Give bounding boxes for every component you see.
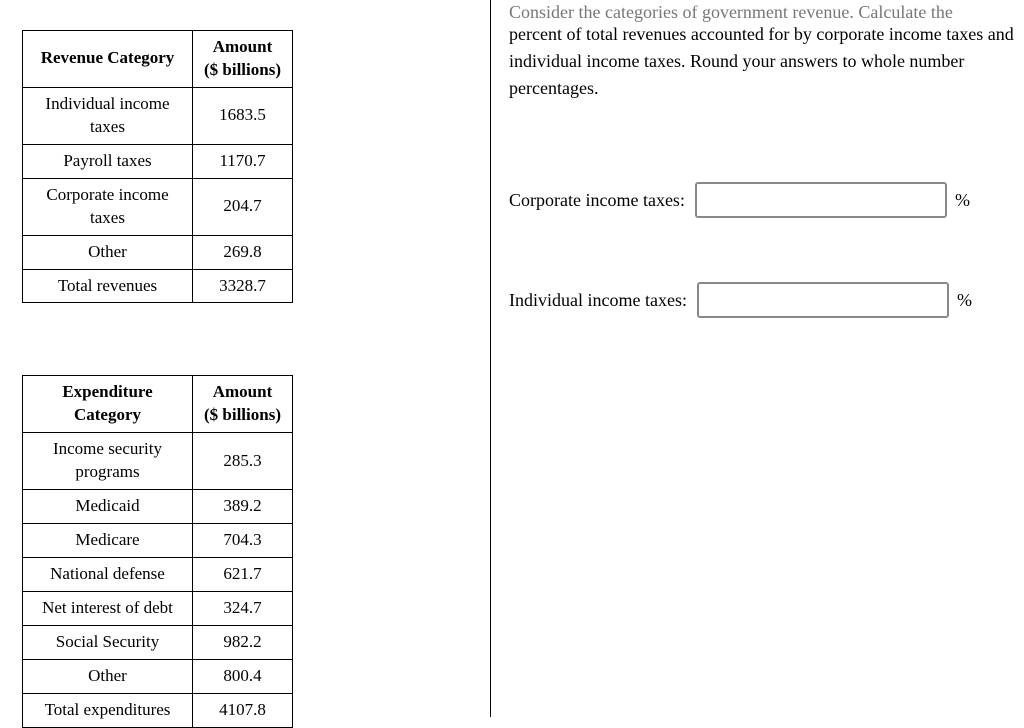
table-row: Income security programs 285.3: [23, 433, 293, 490]
expenditure-amount: 4107.8: [193, 693, 293, 727]
expenditure-header-amount: Amount ($ billions): [193, 376, 293, 433]
expenditure-category: Net interest of debt: [23, 592, 193, 626]
expenditure-category: Medicaid: [23, 490, 193, 524]
expenditure-amount: 324.7: [193, 592, 293, 626]
expenditure-amount: 982.2: [193, 625, 293, 659]
table-row: Total revenues 3328.7: [23, 269, 293, 303]
table-row: Individual income taxes 1683.5: [23, 87, 293, 144]
expenditure-category: Medicare: [23, 524, 193, 558]
revenue-category: Corporate income taxes: [23, 178, 193, 235]
expenditure-category: Total expenditures: [23, 693, 193, 727]
table-row: Net interest of debt 324.7: [23, 592, 293, 626]
expenditure-amount: 285.3: [193, 433, 293, 490]
revenue-amount: 269.8: [193, 235, 293, 269]
revenue-category: Total revenues: [23, 269, 193, 303]
percent-symbol: %: [957, 290, 972, 311]
expenditure-amount: 704.3: [193, 524, 293, 558]
revenue-category: Other: [23, 235, 193, 269]
table-row: Total expenditures 4107.8: [23, 693, 293, 727]
table-row: Social Security 982.2: [23, 625, 293, 659]
expenditure-header-category: Expenditure Category: [23, 376, 193, 433]
expenditure-category: Income security programs: [23, 433, 193, 490]
corporate-taxes-input[interactable]: [695, 182, 947, 218]
table-row: Other 269.8: [23, 235, 293, 269]
revenue-category: Payroll taxes: [23, 144, 193, 178]
revenue-category: Individual income taxes: [23, 87, 193, 144]
table-row: Medicare 704.3: [23, 524, 293, 558]
table-row: National defense 621.7: [23, 558, 293, 592]
expenditure-category: National defense: [23, 558, 193, 592]
table-row: Corporate income taxes 204.7: [23, 178, 293, 235]
expenditure-amount: 389.2: [193, 490, 293, 524]
percent-symbol: %: [955, 190, 970, 211]
table-row: Other 800.4: [23, 659, 293, 693]
expenditure-category: Social Security: [23, 625, 193, 659]
revenue-amount: 3328.7: [193, 269, 293, 303]
revenue-amount: 1683.5: [193, 87, 293, 144]
revenue-header-amount: Amount ($ billions): [193, 31, 293, 88]
corporate-taxes-label: Corporate income taxes:: [509, 190, 685, 211]
expenditure-category: Other: [23, 659, 193, 693]
table-row: Payroll taxes 1170.7: [23, 144, 293, 178]
revenue-amount: 1170.7: [193, 144, 293, 178]
revenue-amount: 204.7: [193, 178, 293, 235]
individual-taxes-input[interactable]: [697, 282, 949, 318]
revenue-header-category: Revenue Category: [23, 31, 193, 88]
revenue-table: Revenue Category Amount ($ billions) Ind…: [22, 30, 293, 303]
expenditure-amount: 800.4: [193, 659, 293, 693]
individual-taxes-label: Individual income taxes:: [509, 290, 687, 311]
expenditure-table: Expenditure Category Amount ($ billions)…: [22, 375, 293, 727]
expenditure-amount: 621.7: [193, 558, 293, 592]
table-row: Medicaid 389.2: [23, 490, 293, 524]
question-text: percent of total revenues accounted for …: [509, 21, 1014, 102]
